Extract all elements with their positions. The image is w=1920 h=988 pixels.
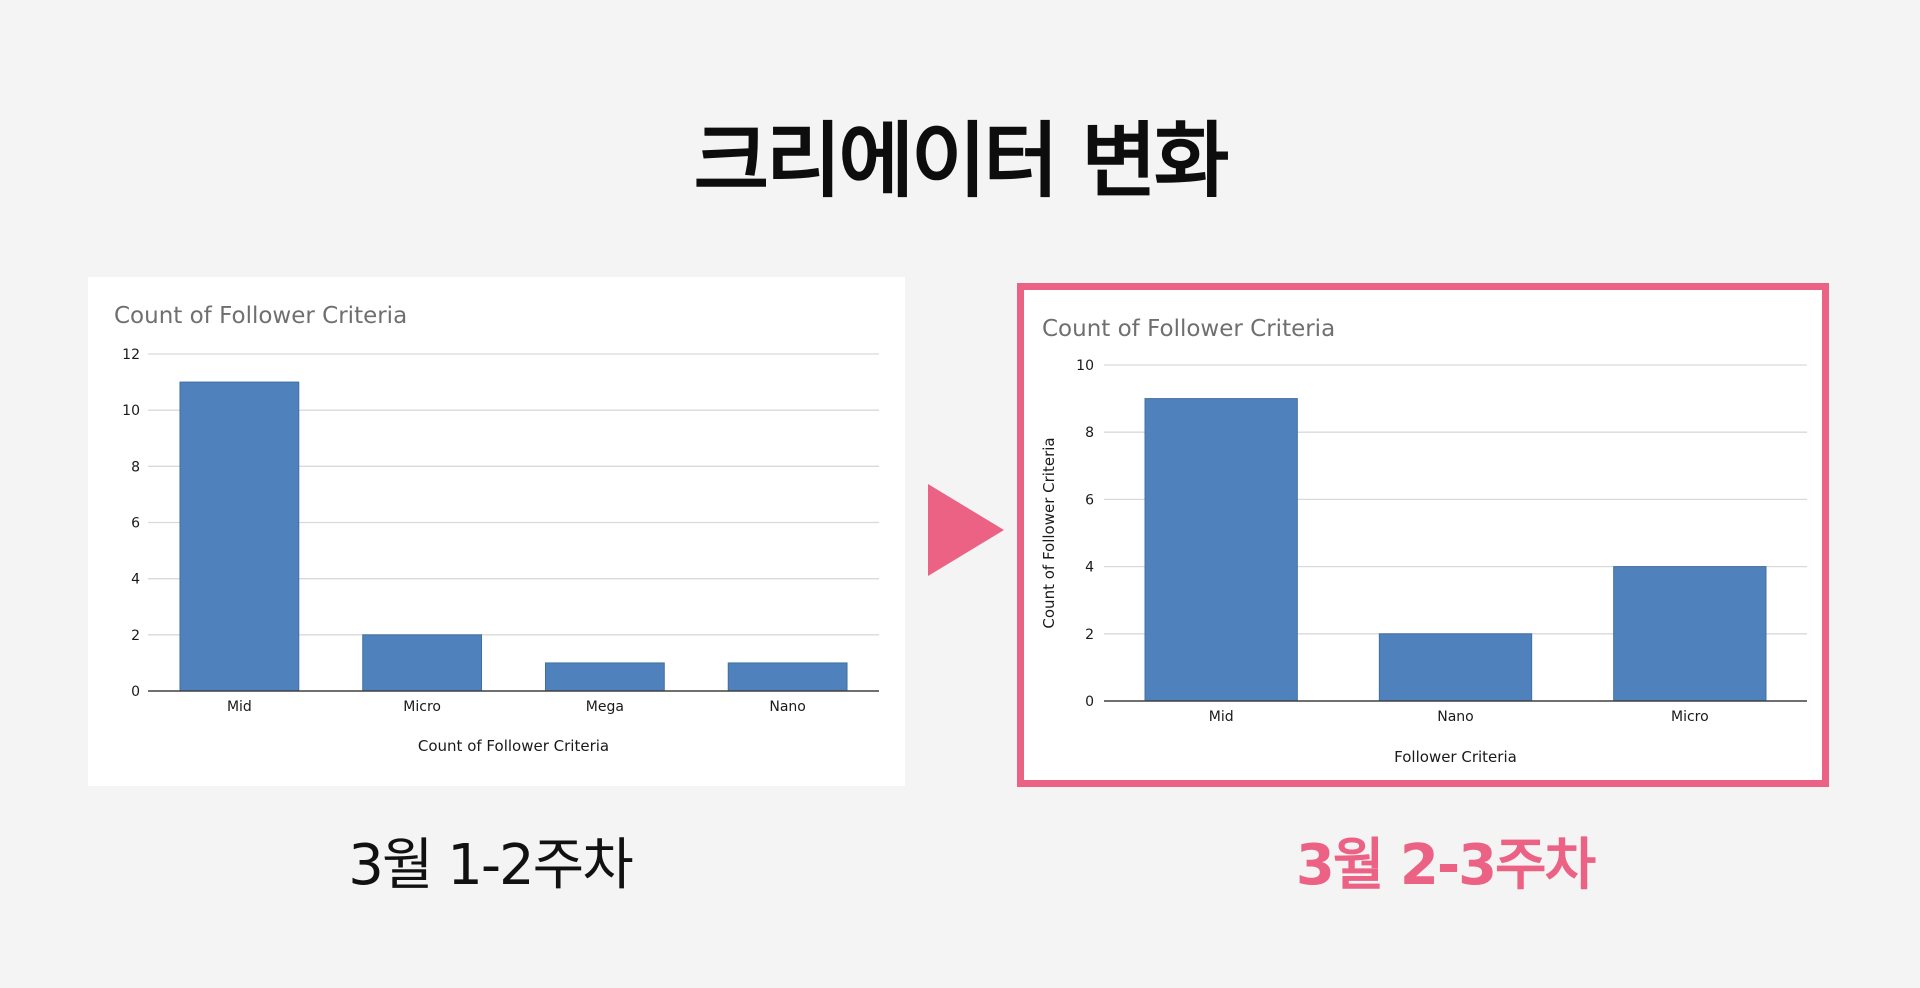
chart2-x-tick-label: Micro <box>1671 709 1709 725</box>
chart1-bar-micro <box>362 634 483 692</box>
caption-week1-2: 3월 1-2주차 <box>348 833 633 898</box>
chart2-bar-micro <box>1613 566 1767 702</box>
bar-chart-week1-2: Count of Follower Criteria 0 2 4 6 8 10 12 Mid Mi… <box>114 303 879 755</box>
chart2-title: Count of Follower Criteria <box>1042 316 1335 342</box>
bar-chart-week2-3: Count of Follower Criteria 0 2 4 6 8 10 Mid Nano… <box>1040 316 1807 766</box>
chart1-x-axis-title: Count of Follower Criteria <box>418 737 609 755</box>
chart1-y-tick-label: 2 <box>131 628 140 644</box>
chart1-bar-mid <box>179 381 300 692</box>
chart1-y-tick-label: 12 <box>122 347 140 363</box>
chart1-bar-nano <box>727 662 848 692</box>
page-title: 크리에이터 변화 <box>693 114 1230 209</box>
chart2-y-tick-label: 0 <box>1085 694 1094 710</box>
chart-panel-week1-2: Count of Follower Criteria 0 2 4 6 8 10 12 Mid Mi… <box>88 277 905 786</box>
chart2-y-tick-label: 8 <box>1085 425 1094 441</box>
chart1-y-tick-label: 4 <box>131 572 140 588</box>
chart-panel-week2-3: Count of Follower Criteria 0 2 4 6 8 10 Mid Nano… <box>1017 283 1829 787</box>
chart2-y-tick-label: 4 <box>1085 560 1094 576</box>
chart2-x-tick-label: Nano <box>1437 709 1474 725</box>
chart2-x-tick-label: Mid <box>1209 709 1234 725</box>
chart2-bar-nano <box>1378 633 1533 702</box>
caption-week2-3: 3월 2-3주차 <box>1295 833 1596 898</box>
right-arrow-icon <box>928 484 1004 576</box>
chart1-x-tick-label: Nano <box>769 699 806 715</box>
chart1-x-tick-label: Mega <box>586 699 624 715</box>
chart1-x-tick-label: Micro <box>403 699 441 715</box>
chart1-x-tick-label: Mid <box>227 699 252 715</box>
chart2-y-tick-label: 2 <box>1085 627 1094 643</box>
chart1-title: Count of Follower Criteria <box>114 303 407 329</box>
chart1-y-tick-label: 8 <box>131 459 140 475</box>
chart1-y-tick-label: 6 <box>131 516 140 532</box>
chart1-y-tick-label: 0 <box>131 684 140 700</box>
chart2-y-tick-label: 6 <box>1085 492 1094 508</box>
chart2-x-axis-title: Follower Criteria <box>1394 748 1517 766</box>
chart1-y-tick-label: 10 <box>122 403 140 419</box>
chart2-y-tick-label: 10 <box>1076 358 1094 374</box>
chart2-bar-mid <box>1144 398 1298 702</box>
chart1-bar-mega <box>544 662 665 692</box>
chart2-y-axis-title: Count of Follower Criteria <box>1040 437 1058 628</box>
